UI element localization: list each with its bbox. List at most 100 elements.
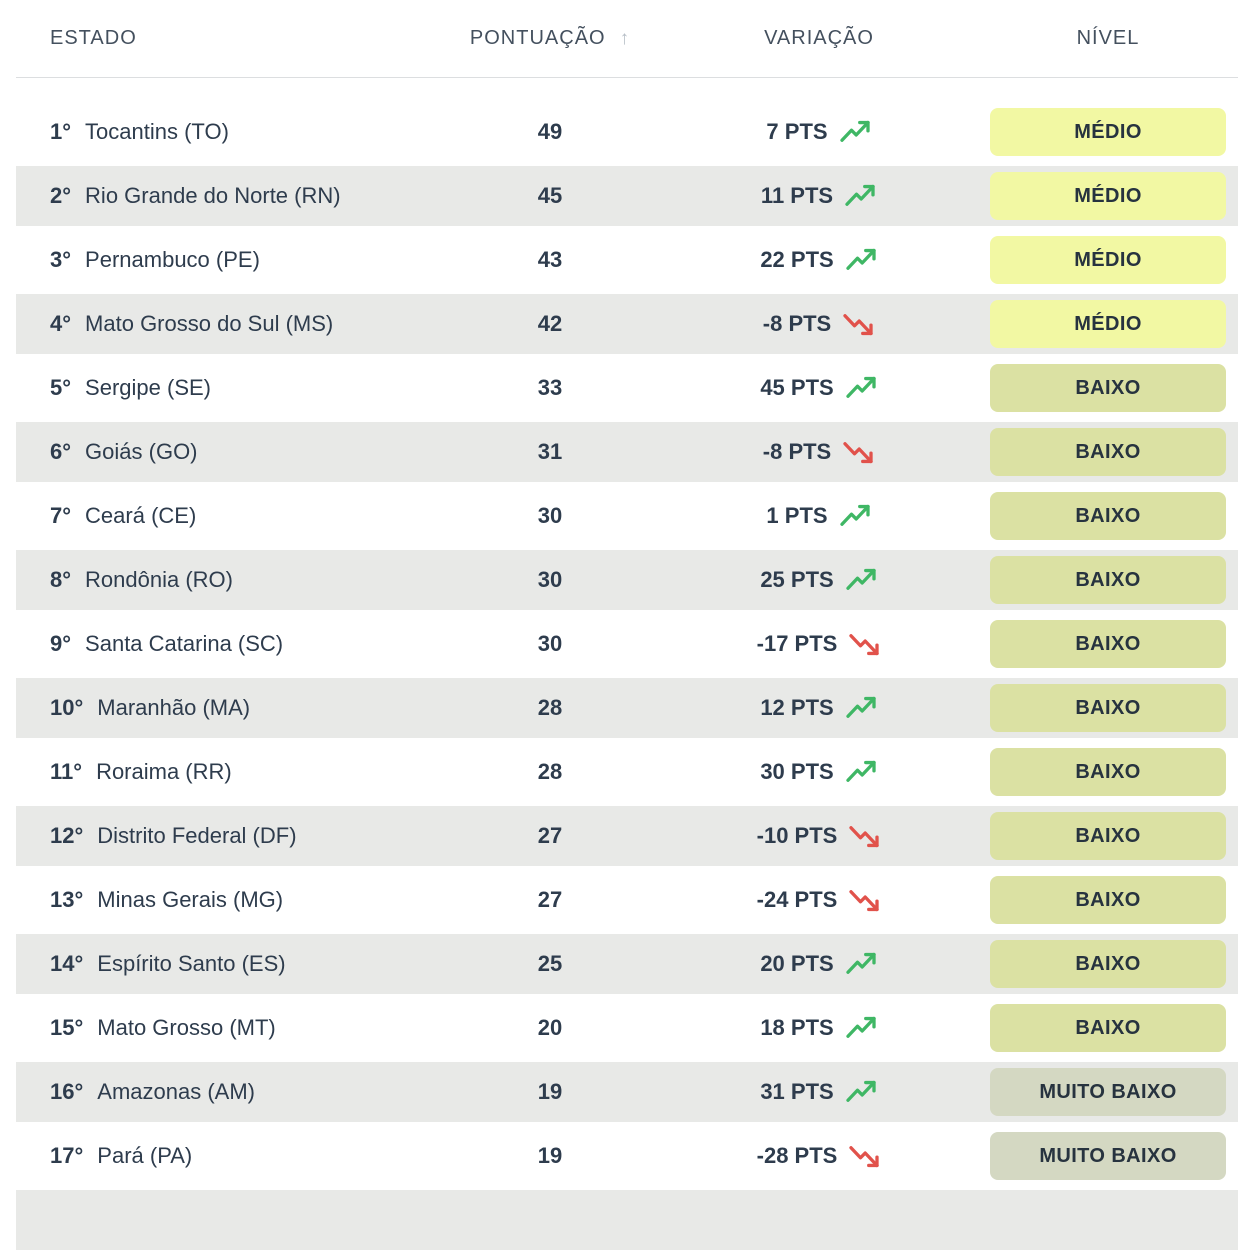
rank-label: 7° (50, 503, 72, 528)
table-row: 9° Santa Catarina (SC) 30 -17 PTS BAIXO (16, 614, 1238, 674)
rank-label: 10° (50, 695, 84, 720)
trend-up-icon (846, 248, 876, 270)
sort-ascending-icon[interactable]: ↑ (619, 27, 631, 49)
trend-up-icon (846, 568, 876, 590)
variation-cell: 18 PTS (660, 1015, 978, 1041)
variation-value: -8 PTS (762, 439, 832, 464)
column-header-variacao[interactable]: VARIAÇÃO (660, 27, 978, 50)
table-row: 8° Rondônia (RO) 30 25 PTS BAIXO (16, 550, 1238, 610)
state-cell: 9° Santa Catarina (SC) (16, 631, 440, 657)
variation-value: 1 PTS (766, 503, 828, 528)
variation-value: 45 PTS (760, 375, 834, 400)
variation-value: -24 PTS (756, 887, 838, 912)
variation-value: 31 PTS (760, 1079, 834, 1104)
state-cell: 17° Pará (PA) (16, 1143, 440, 1169)
column-header-pontuacao[interactable]: PONTUAÇÃO ↑ (440, 27, 660, 50)
state-name: Roraima (RR) (96, 759, 232, 784)
level-badge: BAIXO (990, 1004, 1226, 1052)
table-row: 1° Tocantins (TO) 49 7 PTS MÉDIO (16, 102, 1238, 162)
variation-cell: -8 PTS (660, 311, 978, 337)
state-cell: 16° Amazonas (AM) (16, 1079, 440, 1105)
level-cell: BAIXO (978, 684, 1238, 732)
table-row: 3° Pernambuco (PE) 43 22 PTS MÉDIO (16, 230, 1238, 290)
state-name: Amazonas (AM) (97, 1079, 255, 1104)
variation-value: -8 PTS (762, 311, 832, 336)
score-cell: 31 (537, 439, 563, 464)
state-name: Distrito Federal (DF) (97, 823, 297, 848)
rank-label: 8° (50, 567, 72, 592)
table-row: 11° Roraima (RR) 28 30 PTS BAIXO (16, 742, 1238, 802)
trend-down-icon (843, 314, 873, 336)
score-cell: 25 (537, 951, 563, 976)
state-name: Espírito Santo (ES) (97, 951, 286, 976)
variation-cell: 1 PTS (660, 503, 978, 529)
score-cell: 28 (537, 759, 563, 784)
level-cell: BAIXO (978, 940, 1238, 988)
level-badge: MÉDIO (990, 236, 1226, 284)
score-cell: 20 (537, 1015, 563, 1040)
table-row: 5° Sergipe (SE) 33 45 PTS BAIXO (16, 358, 1238, 418)
state-name: Tocantins (TO) (85, 119, 229, 144)
level-cell: MÉDIO (978, 108, 1238, 156)
state-name: Rondônia (RO) (85, 567, 233, 592)
state-name: Mato Grosso (MT) (97, 1015, 276, 1040)
table-row: 2° Rio Grande do Norte (RN) 45 11 PTS MÉ… (16, 166, 1238, 226)
variation-value: 11 PTS (760, 183, 834, 208)
state-cell: 5° Sergipe (SE) (16, 375, 440, 401)
header-spacer (0, 78, 1238, 102)
score-cell: 19 (537, 1143, 563, 1168)
table-row: 14° Espírito Santo (ES) 25 20 PTS BAIXO (16, 934, 1238, 994)
variation-cell: -24 PTS (660, 887, 978, 913)
variation-cell: 31 PTS (660, 1079, 978, 1105)
state-cell: 14° Espírito Santo (ES) (16, 951, 440, 977)
variation-value: 22 PTS (760, 247, 834, 272)
variation-cell: -8 PTS (660, 439, 978, 465)
variation-value: 7 PTS (766, 119, 828, 144)
table-row: 7° Ceará (CE) 30 1 PTS BAIXO (16, 486, 1238, 546)
variation-cell: 7 PTS (660, 119, 978, 145)
state-cell: 12° Distrito Federal (DF) (16, 823, 440, 849)
level-cell: BAIXO (978, 620, 1238, 668)
table-row: 15° Mato Grosso (MT) 20 18 PTS BAIXO (16, 998, 1238, 1058)
trend-up-icon (845, 184, 875, 206)
state-cell: 15° Mato Grosso (MT) (16, 1015, 440, 1041)
rank-label: 15° (50, 1015, 84, 1040)
level-badge: BAIXO (990, 940, 1226, 988)
variation-cell: -28 PTS (660, 1143, 978, 1169)
state-cell: 3° Pernambuco (PE) (16, 247, 440, 273)
variation-value: 12 PTS (760, 695, 834, 720)
level-badge: BAIXO (990, 428, 1226, 476)
variation-cell: 30 PTS (660, 759, 978, 785)
table-row: 17° Pará (PA) 19 -28 PTS MUITO BAIXO (16, 1126, 1238, 1186)
column-header-nivel[interactable]: NÍVEL (978, 27, 1238, 50)
level-badge: BAIXO (990, 364, 1226, 412)
level-badge: BAIXO (990, 492, 1226, 540)
state-cell: 6° Goiás (GO) (16, 439, 440, 465)
variation-cell: 25 PTS (660, 567, 978, 593)
level-badge: MÉDIO (990, 108, 1226, 156)
level-cell: BAIXO (978, 364, 1238, 412)
rank-label: 2° (50, 183, 72, 208)
score-cell: 27 (537, 887, 563, 912)
variation-cell: 20 PTS (660, 951, 978, 977)
state-name: Rio Grande do Norte (RN) (85, 183, 341, 208)
trend-down-icon (849, 826, 879, 848)
trend-up-icon (846, 696, 876, 718)
rank-label: 9° (50, 631, 72, 656)
trend-up-icon (846, 952, 876, 974)
state-cell: 7° Ceará (CE) (16, 503, 440, 529)
level-cell: BAIXO (978, 748, 1238, 796)
level-badge: BAIXO (990, 620, 1226, 668)
variation-value: -28 PTS (756, 1143, 838, 1168)
column-header-estado[interactable]: ESTADO (16, 27, 440, 50)
score-cell: 43 (537, 247, 563, 272)
state-name: Mato Grosso do Sul (MS) (85, 311, 334, 336)
level-cell: MUITO BAIXO (978, 1132, 1238, 1180)
score-cell: 30 (537, 567, 563, 592)
column-header-pontuacao-label: PONTUAÇÃO (469, 27, 606, 49)
trend-up-icon (846, 376, 876, 398)
rank-label: 17° (50, 1143, 84, 1168)
level-badge: BAIXO (990, 556, 1226, 604)
level-cell: MÉDIO (978, 172, 1238, 220)
table-row: 13° Minas Gerais (MG) 27 -24 PTS BAIXO (16, 870, 1238, 930)
